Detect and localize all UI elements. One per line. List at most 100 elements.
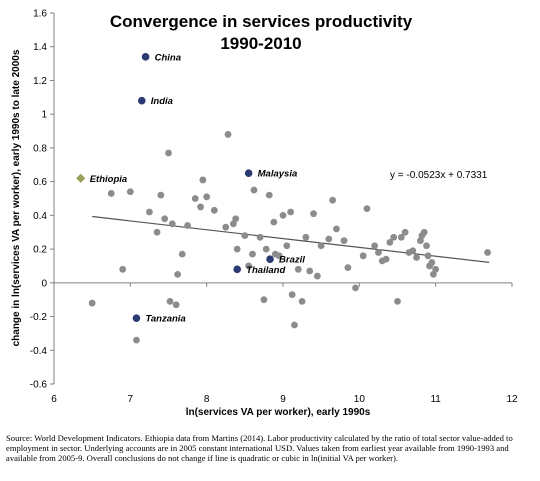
data-point bbox=[352, 284, 359, 292]
data-point-label: Thailand bbox=[246, 265, 285, 276]
data-point bbox=[325, 235, 333, 243]
data-point bbox=[166, 297, 174, 305]
data-point bbox=[375, 249, 382, 256]
highlighted-points: China India Malaysia Ethiopia BrazilThailand… bbox=[76, 52, 305, 325]
data-point bbox=[344, 264, 352, 272]
data-point bbox=[390, 233, 398, 241]
data-point bbox=[256, 233, 264, 241]
y-tick-label: 0.8 bbox=[33, 143, 47, 154]
data-point-highlight bbox=[76, 173, 86, 183]
data-point bbox=[178, 250, 186, 258]
data-point bbox=[340, 237, 348, 245]
data-point bbox=[420, 228, 428, 236]
data-point-highlight bbox=[141, 53, 150, 61]
data-point bbox=[302, 233, 310, 241]
data-point bbox=[288, 291, 296, 299]
data-point bbox=[428, 259, 436, 266]
x-tick-label: 12 bbox=[506, 394, 518, 405]
data-point bbox=[283, 242, 291, 250]
data-point bbox=[233, 245, 241, 253]
data-point bbox=[359, 252, 367, 260]
data-point bbox=[429, 270, 437, 278]
y-tick-label: 1 bbox=[41, 110, 47, 121]
chart-title-line-1: Convergence in services productivity bbox=[110, 12, 413, 31]
data-point bbox=[409, 247, 417, 255]
data-point bbox=[484, 249, 491, 256]
data-point bbox=[287, 208, 295, 216]
data-point bbox=[306, 267, 314, 275]
y-tick-label: -0.4 bbox=[30, 346, 48, 357]
data-point bbox=[174, 270, 182, 278]
data-point bbox=[250, 186, 258, 194]
x-tick-label: 11 bbox=[430, 394, 441, 405]
data-point bbox=[249, 250, 256, 258]
data-point bbox=[199, 176, 207, 184]
data-point bbox=[397, 233, 405, 241]
data-point bbox=[165, 149, 172, 157]
data-point bbox=[275, 252, 283, 260]
data-point-highlight bbox=[266, 255, 274, 264]
data-point bbox=[224, 131, 232, 138]
chart-axes: -0.6 -0.4 -0.2 0 0.2 0.4 0.6 0.8 1 1.2 1.4 1.6 6 7 8 9 1… bbox=[30, 9, 518, 406]
data-point bbox=[270, 218, 278, 226]
x-tick-label: 6 bbox=[51, 394, 57, 405]
data-point bbox=[260, 296, 268, 304]
data-point-label: Malaysia bbox=[258, 169, 298, 180]
data-point bbox=[262, 245, 270, 253]
data-point bbox=[279, 211, 287, 219]
data-point bbox=[432, 265, 440, 273]
y-tick-label: 0.4 bbox=[33, 211, 47, 222]
data-point bbox=[310, 210, 317, 218]
data-point-label: Brazil bbox=[279, 255, 305, 266]
data-point bbox=[423, 242, 430, 250]
y-tick-label: 0.2 bbox=[33, 245, 47, 256]
data-point bbox=[232, 215, 240, 223]
data-point bbox=[401, 228, 409, 236]
data-point bbox=[153, 228, 161, 236]
y-axis-label: change in ln(services VA per worker), ea… bbox=[11, 49, 22, 346]
data-points bbox=[88, 131, 491, 344]
y-tick-label: 1.6 bbox=[33, 9, 47, 20]
data-point bbox=[382, 255, 390, 263]
data-point bbox=[107, 190, 115, 197]
data-point bbox=[363, 205, 371, 213]
data-point bbox=[413, 254, 420, 261]
data-point bbox=[317, 242, 325, 250]
data-point bbox=[133, 336, 140, 344]
data-point-highlight bbox=[132, 314, 141, 323]
data-point bbox=[241, 232, 249, 240]
y-tick-label: 1.4 bbox=[33, 42, 47, 53]
data-point bbox=[386, 238, 394, 246]
y-tick-label: 0 bbox=[41, 278, 47, 289]
data-point-label: Ethiopia bbox=[90, 174, 127, 185]
data-point bbox=[161, 215, 169, 223]
data-point bbox=[126, 188, 134, 196]
data-point bbox=[294, 265, 302, 273]
trendline-equation: y = -0.0523x + 0.7331 bbox=[390, 170, 488, 181]
data-point bbox=[291, 321, 298, 329]
scatter-chart: Convergence in services productivity 199… bbox=[11, 9, 518, 419]
data-point bbox=[197, 203, 204, 211]
x-tick-label: 7 bbox=[128, 394, 134, 405]
trendline-group bbox=[92, 215, 490, 263]
data-point bbox=[146, 208, 153, 216]
x-tick-label: 8 bbox=[204, 394, 210, 405]
data-point bbox=[313, 272, 321, 280]
data-point bbox=[119, 265, 127, 273]
data-point-highlight bbox=[233, 265, 241, 274]
data-point bbox=[424, 252, 432, 260]
data-point bbox=[229, 220, 237, 228]
data-point bbox=[172, 301, 180, 309]
x-axis-label: ln(services VA per worker), early 1990s bbox=[186, 407, 371, 418]
data-point bbox=[184, 222, 191, 229]
x-tick-label: 9 bbox=[280, 394, 286, 405]
data-point bbox=[298, 297, 306, 305]
data-point bbox=[371, 242, 378, 250]
data-point bbox=[157, 191, 165, 199]
data-point bbox=[210, 206, 218, 214]
data-point-label: India bbox=[151, 96, 173, 107]
source-note: Source: World Development Indicators. Et… bbox=[6, 433, 513, 464]
data-point bbox=[394, 297, 401, 305]
y-tick-label: -0.2 bbox=[30, 312, 48, 323]
trendline bbox=[92, 215, 490, 263]
